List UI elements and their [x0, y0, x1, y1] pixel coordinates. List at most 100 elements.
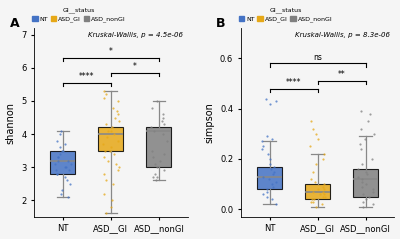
- Point: [313, 205, 319, 209]
- Point: [271, 170, 277, 174]
- Point: [355, 167, 362, 171]
- Point: [149, 106, 155, 109]
- Point: [271, 165, 277, 168]
- Point: [355, 175, 361, 179]
- Point: [273, 180, 279, 184]
- Point: [56, 132, 63, 136]
- Point: [100, 89, 107, 93]
- Point: [111, 152, 117, 156]
- Point: [312, 180, 318, 184]
- Point: [160, 132, 166, 136]
- Point: [152, 172, 158, 176]
- Point: [358, 185, 365, 189]
- Point: [64, 195, 71, 199]
- Point: [108, 129, 114, 133]
- Text: ns: ns: [313, 53, 322, 61]
- Point: [308, 200, 314, 204]
- Point: [54, 172, 60, 176]
- Point: [264, 187, 270, 191]
- Point: [360, 200, 366, 204]
- Point: [365, 119, 372, 123]
- Point: [161, 168, 168, 172]
- Point: [59, 149, 65, 152]
- Point: [52, 162, 58, 166]
- Point: [319, 190, 326, 194]
- Point: [268, 197, 275, 201]
- Point: [370, 190, 376, 194]
- Point: [265, 152, 272, 156]
- Text: *: *: [133, 62, 137, 71]
- Point: [270, 185, 276, 189]
- Point: [115, 99, 121, 103]
- Text: Kruskal-Wallis, p = 4.5e-06: Kruskal-Wallis, p = 4.5e-06: [88, 32, 183, 38]
- Point: [362, 137, 369, 141]
- Point: [308, 119, 315, 123]
- Point: [104, 159, 111, 163]
- Point: [102, 122, 109, 126]
- Point: [58, 129, 64, 133]
- Point: [311, 197, 318, 201]
- Point: [362, 170, 369, 174]
- Point: [115, 112, 121, 116]
- Point: [319, 202, 325, 206]
- Point: [269, 137, 275, 141]
- Point: [156, 159, 163, 163]
- Point: [267, 157, 273, 161]
- Point: [61, 175, 68, 179]
- Point: [268, 167, 274, 171]
- Point: [362, 182, 369, 186]
- Text: ****: ****: [286, 78, 301, 87]
- Point: [320, 192, 327, 196]
- Point: [66, 168, 72, 172]
- Point: [263, 190, 270, 194]
- Point: [367, 112, 373, 116]
- Point: [67, 182, 74, 186]
- Text: Kruskal-Wallis, p = 8.3e-06: Kruskal-Wallis, p = 8.3e-06: [295, 32, 390, 38]
- Point: [110, 132, 117, 136]
- Point: [113, 162, 119, 166]
- Point: [359, 180, 366, 184]
- Point: [115, 119, 122, 123]
- Point: [115, 168, 122, 172]
- Point: [260, 145, 266, 148]
- Point: [67, 162, 74, 166]
- Point: [364, 172, 371, 176]
- Point: [103, 92, 109, 96]
- Point: [358, 109, 364, 113]
- PathPatch shape: [98, 127, 124, 151]
- Point: [108, 145, 114, 149]
- Point: [264, 195, 270, 199]
- Text: ****: ****: [79, 72, 95, 81]
- Point: [154, 99, 160, 103]
- Point: [260, 175, 267, 179]
- Point: [270, 172, 276, 176]
- Point: [114, 139, 121, 143]
- Point: [161, 152, 167, 156]
- Point: [272, 202, 279, 206]
- Point: [151, 129, 157, 133]
- Point: [366, 195, 372, 199]
- Point: [56, 145, 63, 149]
- Point: [102, 179, 109, 182]
- Point: [101, 96, 108, 100]
- Text: *: *: [109, 47, 113, 56]
- Point: [152, 162, 158, 166]
- Point: [161, 122, 167, 126]
- Point: [309, 197, 315, 201]
- Point: [310, 170, 316, 174]
- Point: [60, 149, 66, 152]
- Point: [317, 192, 323, 196]
- Point: [358, 147, 364, 151]
- Point: [150, 175, 156, 179]
- Point: [65, 159, 72, 163]
- Point: [266, 177, 272, 181]
- Point: [108, 125, 115, 129]
- Point: [266, 102, 273, 106]
- Point: [259, 147, 265, 151]
- Point: [269, 182, 275, 186]
- Point: [357, 142, 363, 146]
- Point: [370, 202, 376, 206]
- Point: [100, 192, 107, 196]
- Point: [320, 157, 326, 161]
- Point: [359, 177, 365, 181]
